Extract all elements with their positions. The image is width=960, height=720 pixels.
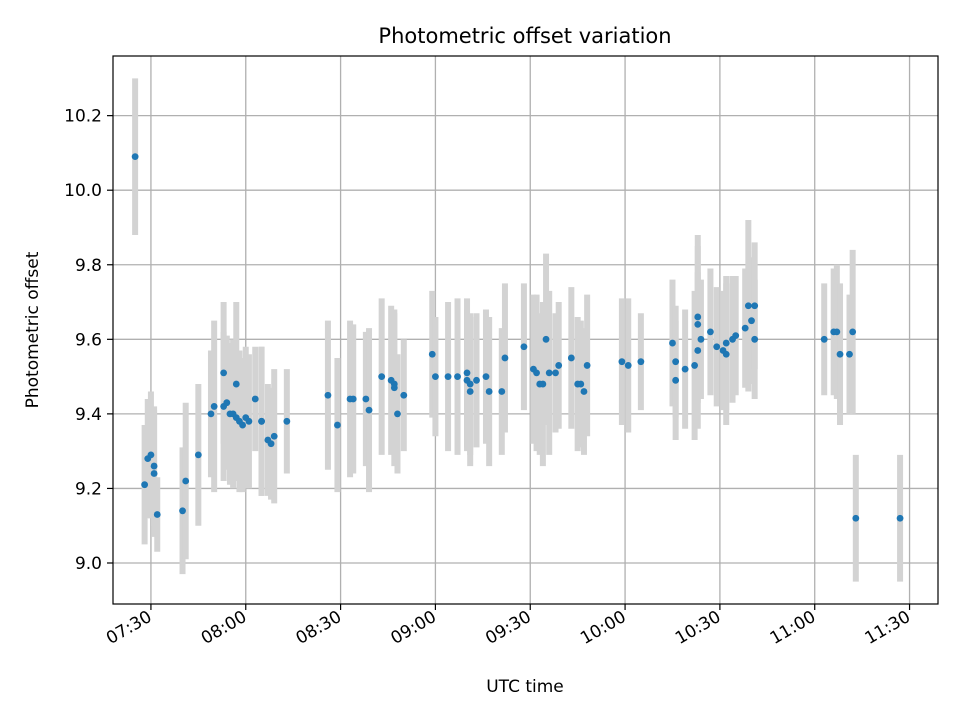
x-axis-label: UTC time: [486, 677, 564, 697]
data-point: [498, 388, 506, 395]
data-point: [365, 406, 373, 414]
data-point: [533, 369, 540, 377]
data-point: [672, 376, 680, 384]
data-point: [251, 395, 259, 403]
y-tick-label: 10.0: [64, 181, 102, 201]
data-point: [694, 313, 702, 321]
y-axis-ticks: 9.0 9.2 9.4 9.6 9.8 10.0 10.2: [64, 107, 113, 574]
data-point: [669, 339, 676, 347]
data-point: [239, 421, 246, 429]
data-point: [150, 462, 158, 470]
data-point: [283, 417, 291, 425]
data-point: [194, 451, 202, 459]
data-point: [394, 410, 401, 418]
data-point: [580, 388, 588, 395]
data-point: [362, 395, 370, 403]
data-point: [482, 373, 490, 380]
data-point: [618, 358, 626, 366]
chart-title: Photometric offset variation: [378, 24, 671, 48]
data-point: [707, 328, 714, 336]
data-point: [896, 514, 904, 522]
data-point: [182, 477, 190, 485]
data-point: [473, 376, 480, 384]
data-point: [150, 470, 158, 477]
data-point: [833, 328, 841, 336]
y-tick-label: 10.2: [64, 107, 102, 127]
data-point: [334, 421, 341, 429]
data-point: [681, 365, 689, 373]
y-tick-label: 9.0: [75, 554, 102, 574]
data-point: [147, 451, 155, 459]
data-point: [463, 369, 471, 377]
data-point: [223, 399, 231, 407]
data-point: [722, 339, 730, 347]
data-point: [672, 358, 680, 366]
data-point: [577, 380, 585, 388]
data-point: [846, 350, 853, 358]
data-point: [567, 354, 575, 362]
data-point: [207, 410, 215, 418]
data-point: [748, 317, 755, 325]
data-point: [694, 321, 702, 328]
data-point: [694, 347, 702, 354]
data-point: [444, 373, 452, 380]
data-point: [542, 335, 550, 343]
data-point: [153, 511, 161, 518]
grid: [113, 56, 938, 604]
data-point: [539, 380, 547, 388]
data-point: [555, 362, 563, 369]
data-point: [520, 343, 528, 351]
data-point: [390, 384, 398, 392]
y-axis-label: Photometric offset: [23, 251, 43, 408]
data-point: [751, 302, 759, 310]
y-tick-label: 9.2: [75, 479, 102, 499]
data-point: [131, 153, 139, 161]
data-point: [545, 369, 553, 377]
data-point: [501, 354, 509, 362]
data-point: [454, 373, 461, 380]
data-point: [751, 335, 759, 343]
data-point: [624, 362, 632, 369]
data-point: [713, 343, 721, 351]
data-point: [552, 369, 559, 377]
plot-frame: [112, 55, 939, 605]
data-point: [836, 350, 844, 358]
y-tick-label: 9.8: [75, 256, 102, 276]
data-point: [485, 388, 493, 395]
data-point: [466, 388, 474, 395]
data-point: [232, 380, 240, 388]
data-point: [852, 514, 860, 522]
data-point: [349, 395, 357, 403]
y-tick-label: 9.4: [75, 405, 102, 425]
data-point: [466, 380, 474, 388]
data-point: [722, 350, 730, 358]
data-point: [744, 302, 752, 310]
data-point: [400, 391, 408, 399]
data-point: [820, 335, 828, 343]
data-point: [691, 362, 699, 369]
data-point: [378, 373, 386, 380]
data-point: [697, 335, 705, 343]
data-point: [179, 507, 186, 515]
data-point: [220, 369, 228, 377]
data-point: [583, 362, 591, 369]
y-tick-label: 9.6: [75, 330, 102, 350]
data-point: [245, 417, 253, 425]
data-points: [131, 153, 904, 522]
data-point: [428, 350, 436, 358]
data-point: [210, 403, 218, 410]
data-point: [432, 373, 439, 380]
data-point: [258, 417, 265, 425]
data-point: [741, 324, 749, 332]
data-point: [267, 440, 275, 448]
data-point: [324, 391, 332, 399]
data-point: [270, 432, 278, 440]
data-point: [141, 481, 149, 489]
data-point: [732, 332, 740, 339]
data-point: [637, 358, 645, 366]
data-point: [849, 328, 857, 336]
